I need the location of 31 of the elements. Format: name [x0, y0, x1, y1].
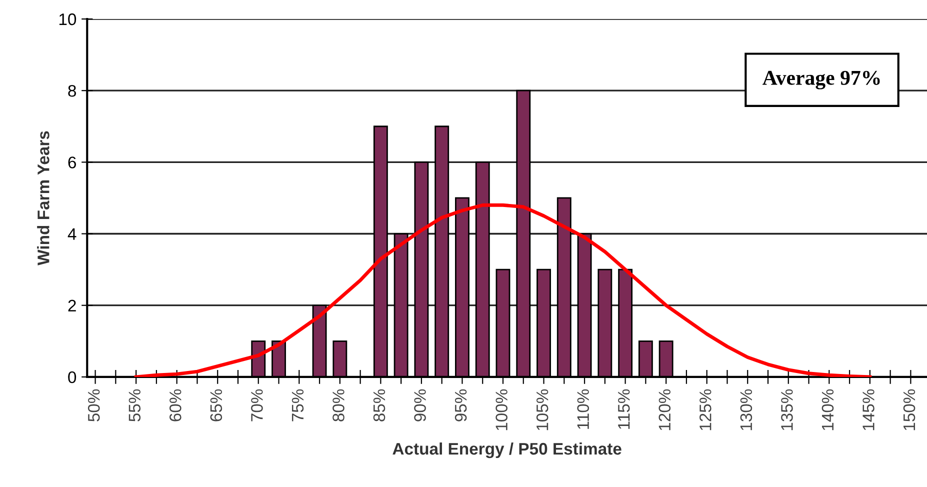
x-tick-label: 70% [251, 389, 263, 422]
x-tick-label: 100% [496, 389, 508, 430]
x-tick-label: 55% [128, 389, 141, 422]
x-tick-label: 60% [170, 389, 182, 422]
x-tick-label: 80% [332, 389, 344, 422]
y-tick-label: 10 [59, 13, 76, 26]
y-tick-label: 8 [68, 84, 76, 97]
x-tick-label: 65% [210, 389, 222, 422]
y-tick-label: 4 [68, 228, 76, 240]
x-tick-label: 75% [292, 389, 304, 422]
x-tick-label: 130% [740, 389, 752, 430]
annotation: Average 97% [762, 70, 880, 90]
x-tick-label: 125% [700, 389, 712, 430]
x-tick-label: 140% [822, 389, 834, 430]
x-tick-label: 145% [862, 389, 874, 430]
x-tick-label: 105% [536, 389, 548, 430]
y-tick-label: 0 [68, 371, 76, 384]
y-tick-label: 6 [68, 156, 76, 168]
x-tick-label: 85% [373, 389, 386, 422]
y-tick-label: 2 [68, 300, 76, 312]
x-tick-label: 90% [414, 389, 426, 422]
x-tick-label: 95% [454, 389, 467, 422]
x-tick-label: 135% [781, 389, 793, 430]
x-tick-label: 110% [577, 389, 590, 429]
y-axis-title: Wind Farm Years [37, 131, 50, 266]
x-axis-title: Actual Energy / P50 Estimate [392, 442, 622, 458]
x-tick-label: 115% [618, 389, 630, 429]
line-series [134, 203, 872, 377]
x-tick-label: 50% [88, 389, 100, 422]
x-tick-label: 150% [903, 389, 916, 430]
x-tick-label: 120% [658, 389, 671, 430]
